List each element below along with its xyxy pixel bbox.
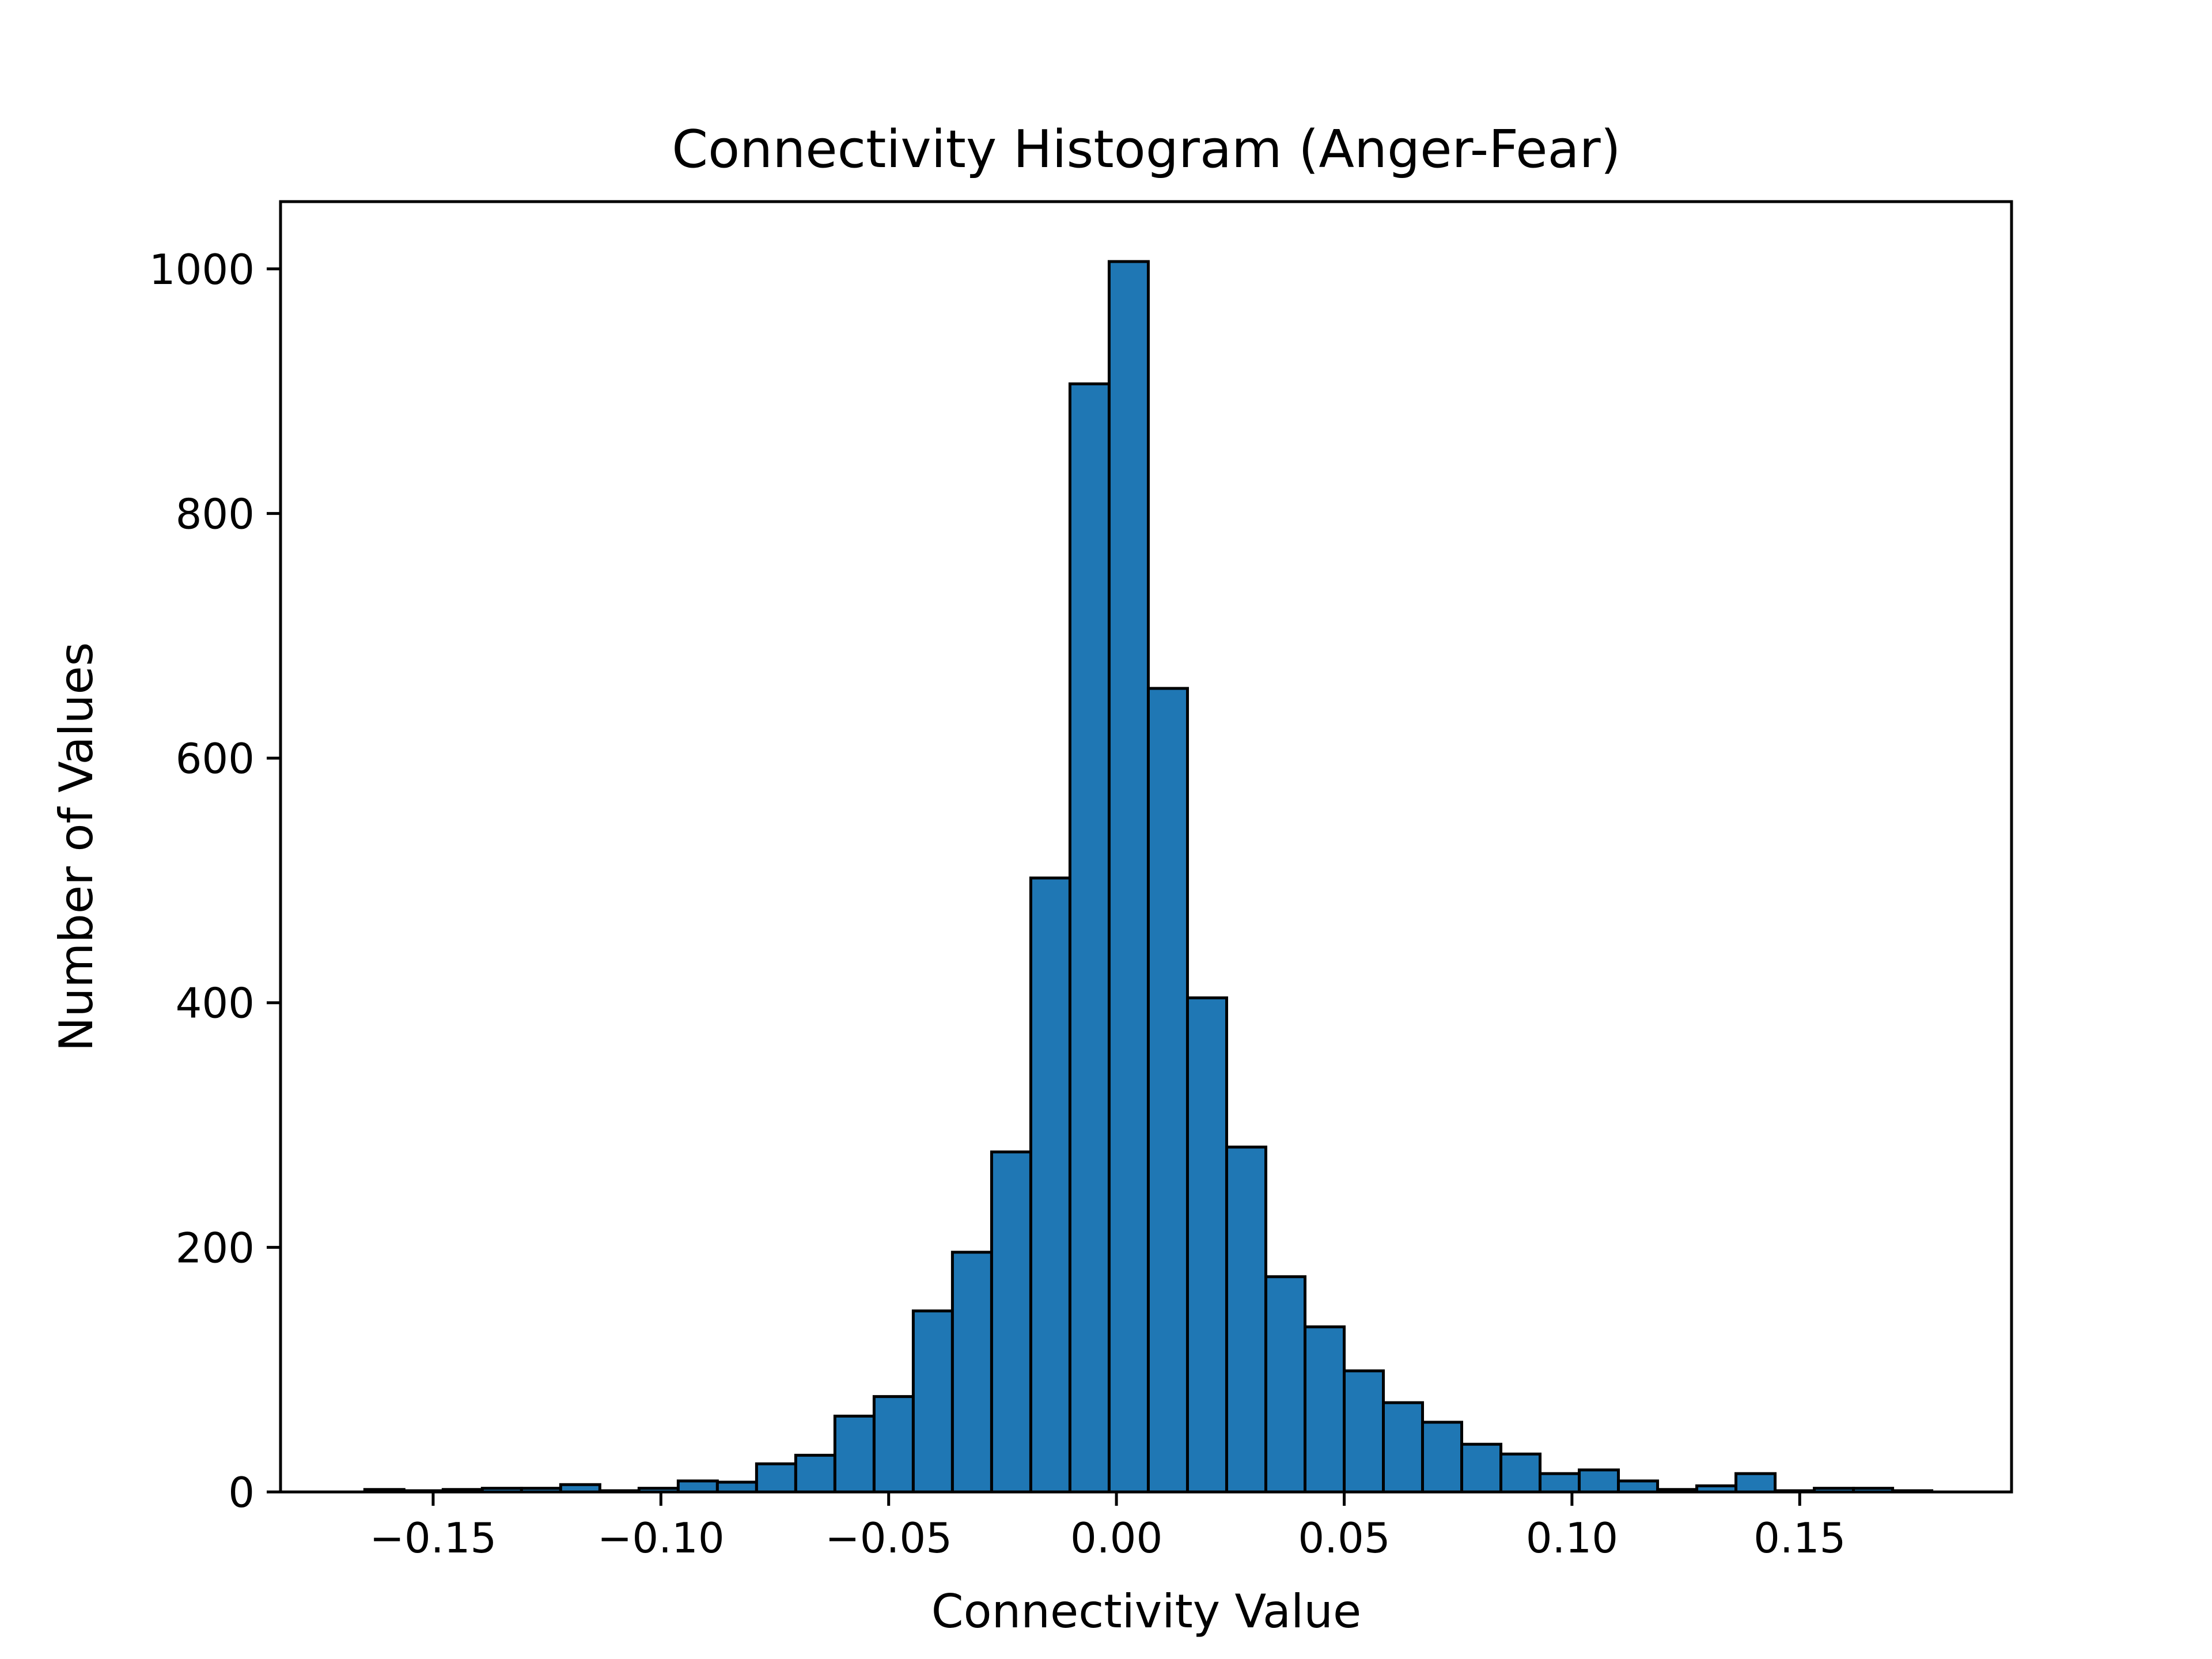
x-tick-label: −0.10 xyxy=(597,1514,725,1562)
x-tick-label: −0.05 xyxy=(825,1514,952,1562)
histogram-bar xyxy=(872,1395,915,1494)
chart-title: Connectivity Histogram (Anger-Fear) xyxy=(672,119,1620,180)
y-tick-label: 600 xyxy=(176,734,255,783)
histogram-bar xyxy=(950,1251,993,1494)
histogram-bar xyxy=(1107,260,1150,1494)
x-tick-label: −0.15 xyxy=(370,1514,497,1562)
x-axis-label: Connectivity Value xyxy=(931,1585,1361,1638)
histogram-bar xyxy=(715,1480,758,1494)
y-tick-label: 1000 xyxy=(149,245,255,294)
histogram-bar xyxy=(1303,1325,1346,1494)
histogram-bar xyxy=(1185,996,1228,1494)
histogram-bar xyxy=(676,1479,719,1494)
histogram-bar xyxy=(1460,1442,1503,1494)
histogram-bar xyxy=(1342,1369,1385,1494)
histogram-bar xyxy=(990,1150,1032,1494)
histogram-bar xyxy=(794,1453,836,1494)
y-tick-label: 400 xyxy=(176,979,255,1028)
y-tick-label: 800 xyxy=(176,490,255,538)
histogram-bar xyxy=(1578,1468,1620,1494)
y-tick-label: 0 xyxy=(228,1468,255,1517)
y-axis-ticks: 0 200 400 600 800 1000 xyxy=(149,245,281,1517)
x-tick-label: 0.05 xyxy=(1298,1514,1390,1562)
x-axis-ticks: −0.15 −0.10 −0.05 0.00 0.05 0.10 0.15 xyxy=(370,1492,1846,1562)
histogram-bar xyxy=(911,1309,954,1494)
x-tick-label: 0.15 xyxy=(1753,1514,1846,1562)
y-tick-label: 200 xyxy=(176,1224,255,1272)
histogram-bar xyxy=(1264,1275,1306,1494)
bars-group xyxy=(363,260,1934,1494)
histogram-bar xyxy=(1382,1401,1425,1494)
histogram-bar xyxy=(1068,382,1111,1494)
histogram-bar xyxy=(1225,1145,1267,1494)
plot-frame xyxy=(279,200,2013,1494)
histogram-bar xyxy=(1499,1452,1542,1494)
histogram-bar xyxy=(1421,1421,1464,1494)
histogram-bar xyxy=(833,1414,876,1494)
histogram-bar xyxy=(1539,1472,1581,1494)
histogram-bar xyxy=(755,1462,797,1494)
histogram-bar xyxy=(1617,1479,1660,1494)
x-tick-label: 0.10 xyxy=(1526,1514,1618,1562)
y-axis-label: Number of Values xyxy=(50,642,103,1052)
x-tick-label: 0.00 xyxy=(1070,1514,1162,1562)
histogram-bar xyxy=(1734,1472,1777,1494)
histogram-bar xyxy=(1146,687,1189,1494)
histogram-bar xyxy=(1029,876,1071,1494)
